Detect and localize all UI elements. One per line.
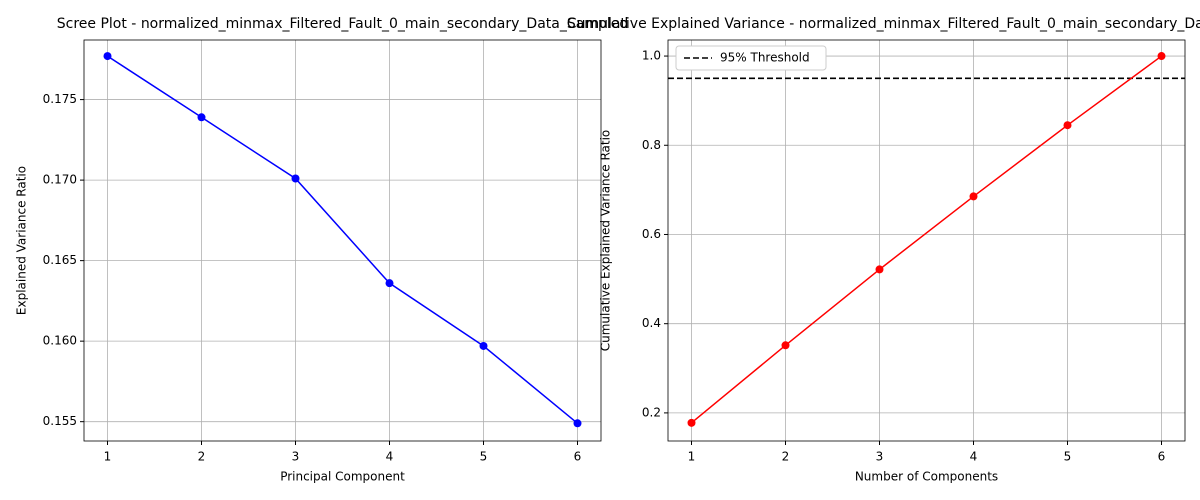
marker bbox=[875, 265, 884, 274]
marker bbox=[479, 341, 488, 350]
x-tick-label: 2 bbox=[782, 450, 790, 464]
y-tick-label: 1.0 bbox=[642, 49, 661, 63]
axes-frame bbox=[83, 39, 602, 442]
y-tick-label: 0.165 bbox=[43, 253, 77, 267]
y-tick-label: 0.4 bbox=[642, 316, 661, 330]
axes: 1 2 3 4 5 6 0.155 0.160 0.165 0.170 0.175 Principal… bbox=[15, 39, 602, 484]
marker bbox=[291, 174, 300, 183]
x-tick-label: 5 bbox=[1064, 450, 1072, 464]
x-tick-label: 1 bbox=[104, 450, 112, 464]
y-tick-label: 0.2 bbox=[642, 405, 661, 419]
axes: 1 2 3 4 5 6 0.2 0.4 0.6 0.8 1.0 Number of Component… bbox=[599, 39, 1186, 484]
x-tick-label: 5 bbox=[480, 450, 488, 464]
y-tick-label: 0.6 bbox=[642, 227, 661, 241]
x-tick-label: 2 bbox=[198, 450, 206, 464]
x-tick-label: 3 bbox=[876, 450, 884, 464]
y-tick-label: 0.170 bbox=[43, 173, 77, 187]
x-tick-label: 1 bbox=[688, 450, 696, 464]
legend-label: 95% Threshold bbox=[720, 51, 810, 65]
x-tick-label: 6 bbox=[1158, 450, 1166, 464]
x-tick-label: 4 bbox=[970, 450, 978, 464]
y-axis-label: Cumulative Explained Variance Ratio bbox=[599, 130, 613, 352]
marker bbox=[385, 279, 394, 288]
chart-title: Cumulative Explained Variance - normaliz… bbox=[567, 16, 1200, 32]
x-axis-label: Number of Components bbox=[855, 470, 998, 484]
marker bbox=[687, 418, 696, 427]
chart-title: Scree Plot - normalized_minmax_Filtered_… bbox=[57, 16, 628, 32]
x-tick-label: 4 bbox=[386, 450, 394, 464]
series-line bbox=[691, 55, 1162, 424]
marker bbox=[103, 52, 112, 61]
y-tick-label: 0.160 bbox=[43, 334, 77, 348]
y-axis-label: Explained Variance Ratio bbox=[15, 166, 29, 315]
marker bbox=[197, 113, 206, 122]
series-line bbox=[107, 55, 578, 424]
axes-frame bbox=[667, 39, 1186, 442]
y-tick-label: 0.8 bbox=[642, 138, 661, 152]
marker bbox=[969, 192, 978, 201]
marker bbox=[1063, 121, 1072, 130]
x-tick-label: 3 bbox=[292, 450, 300, 464]
legend-box bbox=[675, 45, 827, 71]
marker bbox=[573, 419, 582, 428]
x-tick-label: 6 bbox=[574, 450, 582, 464]
x-axis-label: Principal Component bbox=[280, 470, 405, 484]
marker bbox=[1157, 52, 1166, 61]
y-tick-label: 0.155 bbox=[43, 414, 77, 428]
marker bbox=[781, 341, 790, 350]
y-tick-label: 0.175 bbox=[43, 92, 77, 106]
